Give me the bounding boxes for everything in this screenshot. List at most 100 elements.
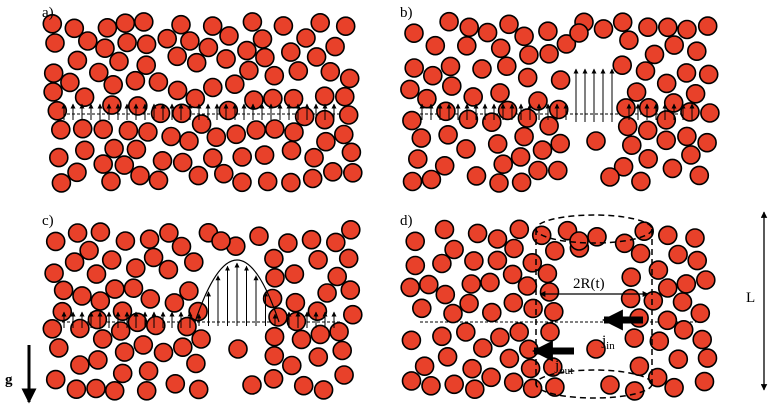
- particle: [400, 79, 420, 100]
- particle: [148, 72, 169, 92]
- particle: [672, 292, 693, 312]
- particle: [66, 379, 87, 400]
- particle: [459, 293, 479, 314]
- particle: [544, 241, 565, 261]
- particle: [139, 229, 160, 249]
- particle: [288, 61, 309, 81]
- particle: [664, 377, 684, 398]
- particle: [489, 173, 509, 193]
- particle: [97, 17, 118, 38]
- particle: [254, 145, 275, 165]
- particle: [656, 130, 677, 151]
- particle: [264, 326, 285, 347]
- particle: [422, 65, 443, 86]
- particle: [301, 229, 322, 250]
- particle: [401, 330, 422, 351]
- particle: [339, 68, 360, 89]
- particle: [173, 337, 193, 358]
- particle: [232, 147, 252, 167]
- particle: [411, 298, 432, 319]
- particle: [490, 38, 511, 59]
- particle: [550, 133, 571, 154]
- particle: [67, 50, 88, 71]
- particle: [685, 228, 705, 248]
- particle: [164, 293, 185, 313]
- particle: [695, 270, 716, 290]
- particle: [237, 40, 257, 61]
- particle: [226, 124, 246, 145]
- particle: [90, 291, 111, 311]
- particle: [402, 110, 422, 131]
- particle: [281, 140, 302, 161]
- particle: [186, 353, 206, 374]
- particle: [90, 222, 111, 242]
- particle: [60, 72, 80, 93]
- particle: [528, 160, 548, 181]
- particle: [115, 231, 136, 251]
- particle: [320, 62, 341, 82]
- particle: [438, 125, 458, 145]
- particle: [510, 147, 531, 167]
- particle: [456, 139, 476, 159]
- particle: [487, 229, 508, 249]
- particle: [325, 36, 345, 57]
- panel-label-a: a): [42, 5, 54, 21]
- particle: [338, 248, 359, 269]
- particle: [511, 172, 532, 193]
- particle: [112, 301, 133, 322]
- particle: [136, 380, 157, 401]
- particle: [44, 263, 64, 284]
- particle: [188, 379, 209, 400]
- particle: [284, 264, 305, 284]
- particle: [214, 163, 234, 184]
- particle: [698, 64, 719, 85]
- particle: [631, 171, 651, 192]
- particle: [126, 139, 147, 160]
- particle: [325, 232, 346, 253]
- particle: [455, 322, 476, 342]
- particle: [648, 260, 669, 280]
- particle: [102, 95, 122, 115]
- particle: [285, 292, 306, 313]
- particle: [528, 91, 548, 111]
- particle: [310, 324, 331, 345]
- particle: [514, 126, 534, 147]
- particle: [638, 149, 659, 169]
- particle: [340, 220, 361, 240]
- particle: [481, 112, 502, 132]
- particle: [656, 110, 677, 130]
- particle: [52, 301, 73, 322]
- particle: [171, 14, 191, 35]
- particle: [177, 316, 197, 337]
- particle: [134, 12, 154, 32]
- particle: [86, 378, 106, 399]
- particle: [502, 264, 523, 285]
- particle: [600, 167, 620, 187]
- particle: [136, 55, 156, 75]
- particle: [493, 154, 514, 174]
- particle: [89, 62, 109, 83]
- particle: [117, 32, 137, 53]
- particle: [616, 98, 636, 118]
- particle: [48, 147, 69, 168]
- particle: [656, 73, 677, 94]
- particle: [43, 63, 64, 83]
- particle: [264, 119, 285, 139]
- panel-label-d: d): [400, 213, 413, 229]
- particle: [51, 173, 72, 193]
- panel-a: [42, 12, 363, 193]
- particle: [333, 124, 354, 145]
- particle: [619, 30, 639, 51]
- particle: [497, 100, 518, 121]
- particle: [314, 86, 335, 106]
- particle: [620, 288, 641, 309]
- particle: [118, 120, 139, 141]
- particle: [439, 11, 459, 32]
- particle: [569, 23, 589, 43]
- particle: [105, 279, 125, 299]
- particle: [228, 339, 248, 359]
- particle: [517, 108, 538, 128]
- particle: [462, 358, 482, 379]
- particle: [125, 70, 146, 91]
- particle: [545, 377, 565, 397]
